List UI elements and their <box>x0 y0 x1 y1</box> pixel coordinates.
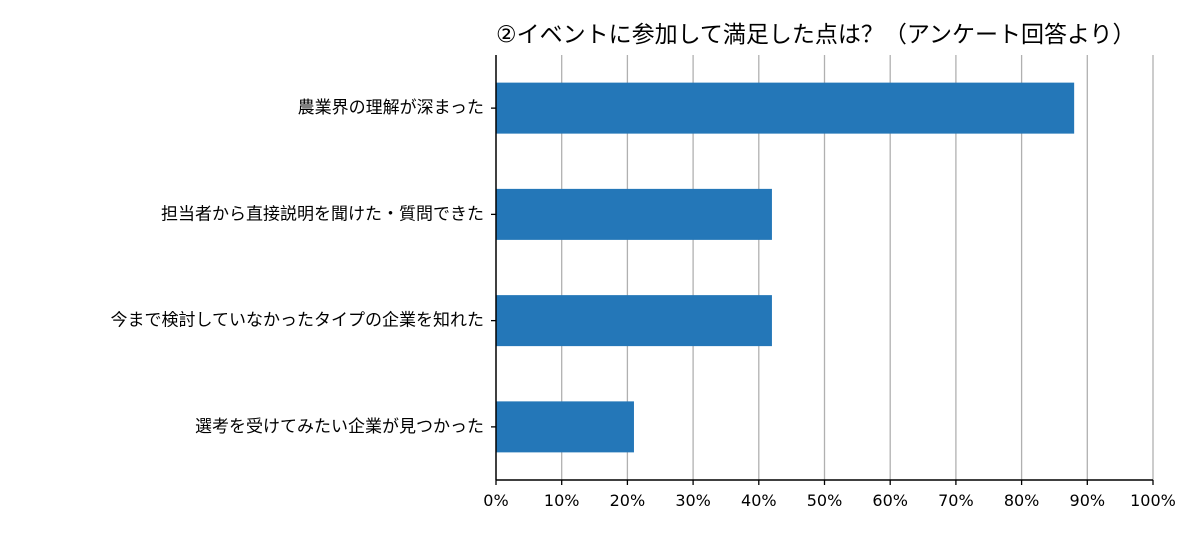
axes <box>491 55 1154 485</box>
x-tick-label-40: 40% <box>741 491 777 510</box>
category-label-1: 担当者から直接説明を聞けた・質問できた <box>161 204 484 224</box>
category-label-0: 農業界の理解が深まった <box>298 98 484 118</box>
bar-1 <box>496 188 772 240</box>
x-tick-labels: 0% 10% 20% 30% 40% 50% 60% 70% 80% 90% 100% <box>483 491 1176 510</box>
chart-title: ②イベントに参加して満足した点は？（アンケート回答より） <box>496 22 1136 48</box>
category-label-2: 今まで検討していなかったタイプの企業を知れた <box>111 311 485 331</box>
x-tick-label-10: 10% <box>544 491 580 510</box>
x-tick-label-30: 30% <box>675 491 711 510</box>
category-label-3: 選考を受けてみたい企業が見つかった <box>195 417 484 437</box>
x-tick-label-100: 100% <box>1130 491 1176 510</box>
bar-0 <box>496 82 1075 134</box>
x-tick-label-60: 60% <box>872 491 908 510</box>
x-tick-label-50: 50% <box>807 491 843 510</box>
x-tick-label-80: 80% <box>1004 491 1040 510</box>
x-tick-label-20: 20% <box>610 491 646 510</box>
category-labels: 農業界の理解が深まった担当者から直接説明を聞けた・質問できた今まで検討していなか… <box>111 98 485 437</box>
bar-3 <box>496 401 634 453</box>
x-tick-label-90: 90% <box>1070 491 1106 510</box>
bars <box>496 82 1075 453</box>
x-tick-label-70: 70% <box>938 491 974 510</box>
x-tick-label-0: 0% <box>483 491 508 510</box>
bar-2 <box>496 295 772 347</box>
